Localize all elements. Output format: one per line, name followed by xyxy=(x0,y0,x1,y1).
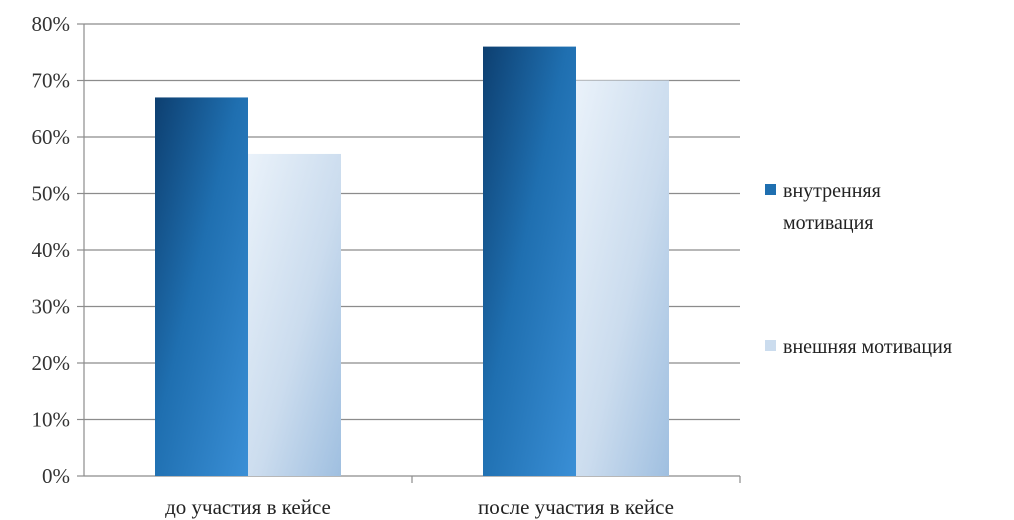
legend-label: мотивация xyxy=(783,212,874,234)
legend-swatch xyxy=(765,340,776,351)
x-category-label: после участия в кейсе xyxy=(478,495,674,519)
legend-label: внешняя мотивация xyxy=(783,336,952,358)
legend: внутренняя мотивация внешняя мотивация xyxy=(765,180,952,358)
legend-swatch xyxy=(765,184,776,195)
y-tick-label: 80% xyxy=(32,12,71,36)
y-tick-labels: 0% 10% 20% 30% 40% 50% 60% 70% 80% xyxy=(32,12,71,488)
y-tick-label: 0% xyxy=(42,464,70,488)
bar-intrinsic-1 xyxy=(155,97,248,476)
y-tick-label: 50% xyxy=(32,182,71,206)
y-tick-label: 10% xyxy=(32,408,71,432)
y-tick-label: 30% xyxy=(32,295,71,319)
y-tick-label: 60% xyxy=(32,125,71,149)
bar-extrinsic-2 xyxy=(576,80,669,476)
y-tick-label: 40% xyxy=(32,238,71,262)
legend-label: внутренняя xyxy=(783,180,881,202)
x-category-label: до участия в кейсе xyxy=(165,495,331,519)
bars xyxy=(155,46,669,476)
y-tick-label: 20% xyxy=(32,351,71,375)
bar-intrinsic-2 xyxy=(483,46,576,476)
y-tick-label: 70% xyxy=(32,69,71,93)
bar-extrinsic-1 xyxy=(248,153,341,476)
x-category-labels: до участия в кейсе после участия в кейсе xyxy=(165,495,674,519)
